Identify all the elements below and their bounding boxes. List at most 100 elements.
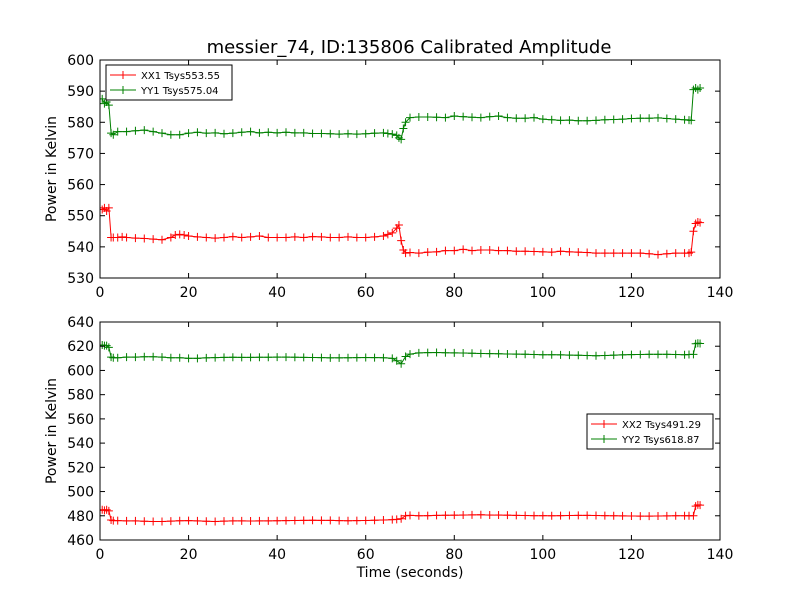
data-point bbox=[503, 246, 512, 255]
x-tick-label: 100 bbox=[529, 285, 556, 301]
data-point bbox=[149, 352, 158, 361]
data-point bbox=[361, 516, 370, 525]
data-point bbox=[521, 350, 530, 359]
data-point bbox=[512, 511, 521, 520]
data-point bbox=[131, 353, 140, 362]
data-point bbox=[352, 130, 361, 139]
data-point bbox=[397, 135, 406, 144]
data-point bbox=[538, 247, 547, 256]
data-point bbox=[441, 348, 450, 357]
data-point bbox=[512, 350, 521, 359]
data-point bbox=[383, 230, 392, 239]
data-point bbox=[494, 349, 503, 358]
data-point bbox=[237, 516, 246, 525]
data-point bbox=[662, 350, 671, 359]
y-tick-label: 540 bbox=[67, 436, 94, 452]
legend-label: YY2 Tsys618.87 bbox=[621, 435, 700, 446]
data-point bbox=[193, 128, 202, 137]
data-point bbox=[565, 351, 574, 360]
data-point bbox=[282, 233, 290, 242]
data-point bbox=[394, 221, 403, 230]
x-tick-label: 80 bbox=[445, 547, 463, 563]
data-point bbox=[220, 233, 228, 242]
data-point bbox=[636, 249, 645, 258]
x-tick-label: 60 bbox=[357, 547, 375, 563]
y-tick-label: 580 bbox=[67, 388, 94, 404]
data-point bbox=[645, 249, 654, 258]
data-point bbox=[131, 516, 140, 525]
x-tick-label: 120 bbox=[618, 547, 645, 563]
data-point bbox=[383, 129, 392, 138]
data-point bbox=[687, 248, 696, 257]
data-point bbox=[494, 511, 503, 520]
data-point bbox=[175, 130, 184, 139]
y-tick-label: 480 bbox=[67, 509, 94, 525]
legend-label: YY1 Tsys575.04 bbox=[140, 86, 219, 97]
data-point bbox=[193, 516, 202, 525]
data-point bbox=[468, 349, 476, 358]
bottom-panel: 0 20 40 60 80 100 120 140 460 480 500 520 540 560 580 6… bbox=[44, 315, 733, 581]
y-tick-label: 550 bbox=[67, 209, 94, 225]
x-tick-label: 20 bbox=[180, 547, 198, 563]
data-point bbox=[485, 511, 494, 520]
data-point bbox=[100, 94, 107, 103]
data-point bbox=[166, 353, 175, 362]
legend-marker bbox=[600, 435, 608, 443]
y-tick-label: 530 bbox=[67, 271, 94, 287]
x-tick-label: 120 bbox=[618, 285, 645, 301]
data-point bbox=[379, 353, 388, 362]
y-tick-label: 540 bbox=[67, 240, 94, 256]
data-point bbox=[344, 516, 352, 525]
y-tick-label: 590 bbox=[67, 84, 94, 100]
data-point bbox=[645, 114, 654, 123]
x-tick-label: 40 bbox=[268, 285, 286, 301]
data-point bbox=[246, 353, 255, 362]
data-point bbox=[202, 129, 211, 138]
data-point bbox=[379, 231, 388, 240]
data-point bbox=[494, 112, 503, 121]
data-point bbox=[414, 511, 423, 520]
data-point bbox=[255, 353, 264, 362]
data-point bbox=[450, 112, 459, 121]
data-point bbox=[290, 516, 299, 525]
data-point bbox=[326, 233, 335, 242]
data-point bbox=[149, 127, 158, 136]
data-point bbox=[118, 232, 127, 241]
data-point bbox=[273, 353, 282, 362]
data-point bbox=[459, 245, 468, 254]
data-point bbox=[158, 353, 166, 362]
data-point bbox=[122, 516, 131, 525]
data-point bbox=[521, 247, 530, 256]
data-point bbox=[326, 353, 335, 362]
data-point bbox=[264, 516, 273, 525]
data-point bbox=[370, 353, 379, 362]
y-tick-label: 580 bbox=[67, 115, 94, 131]
figure-title: messier_74, ID:135806 Calibrated Amplitu… bbox=[207, 37, 612, 58]
data-point bbox=[246, 232, 255, 241]
data-point bbox=[104, 203, 113, 212]
data-point bbox=[237, 233, 246, 242]
data-point bbox=[600, 351, 609, 360]
data-point bbox=[530, 247, 538, 256]
data-point bbox=[645, 512, 654, 521]
data-point bbox=[228, 353, 237, 362]
data-point bbox=[131, 234, 140, 243]
data-point bbox=[636, 512, 645, 521]
data-point bbox=[361, 233, 370, 242]
data-point bbox=[512, 247, 521, 256]
data-point bbox=[166, 233, 175, 242]
top-panel: 0 20 40 60 80 100 120 140 530 540 550 560 570 580 590 6… bbox=[44, 53, 733, 301]
data-point bbox=[556, 116, 565, 125]
data-point bbox=[122, 127, 131, 136]
data-point bbox=[476, 510, 485, 519]
data-point bbox=[392, 356, 401, 365]
y-tick-label: 460 bbox=[67, 533, 94, 549]
data-point bbox=[406, 248, 414, 257]
data-point bbox=[432, 348, 441, 357]
data-point bbox=[401, 249, 410, 258]
data-point bbox=[662, 249, 671, 258]
x-tick-label: 0 bbox=[96, 547, 105, 563]
data-point bbox=[352, 516, 361, 525]
data-point bbox=[574, 248, 583, 257]
data-point bbox=[696, 218, 705, 227]
